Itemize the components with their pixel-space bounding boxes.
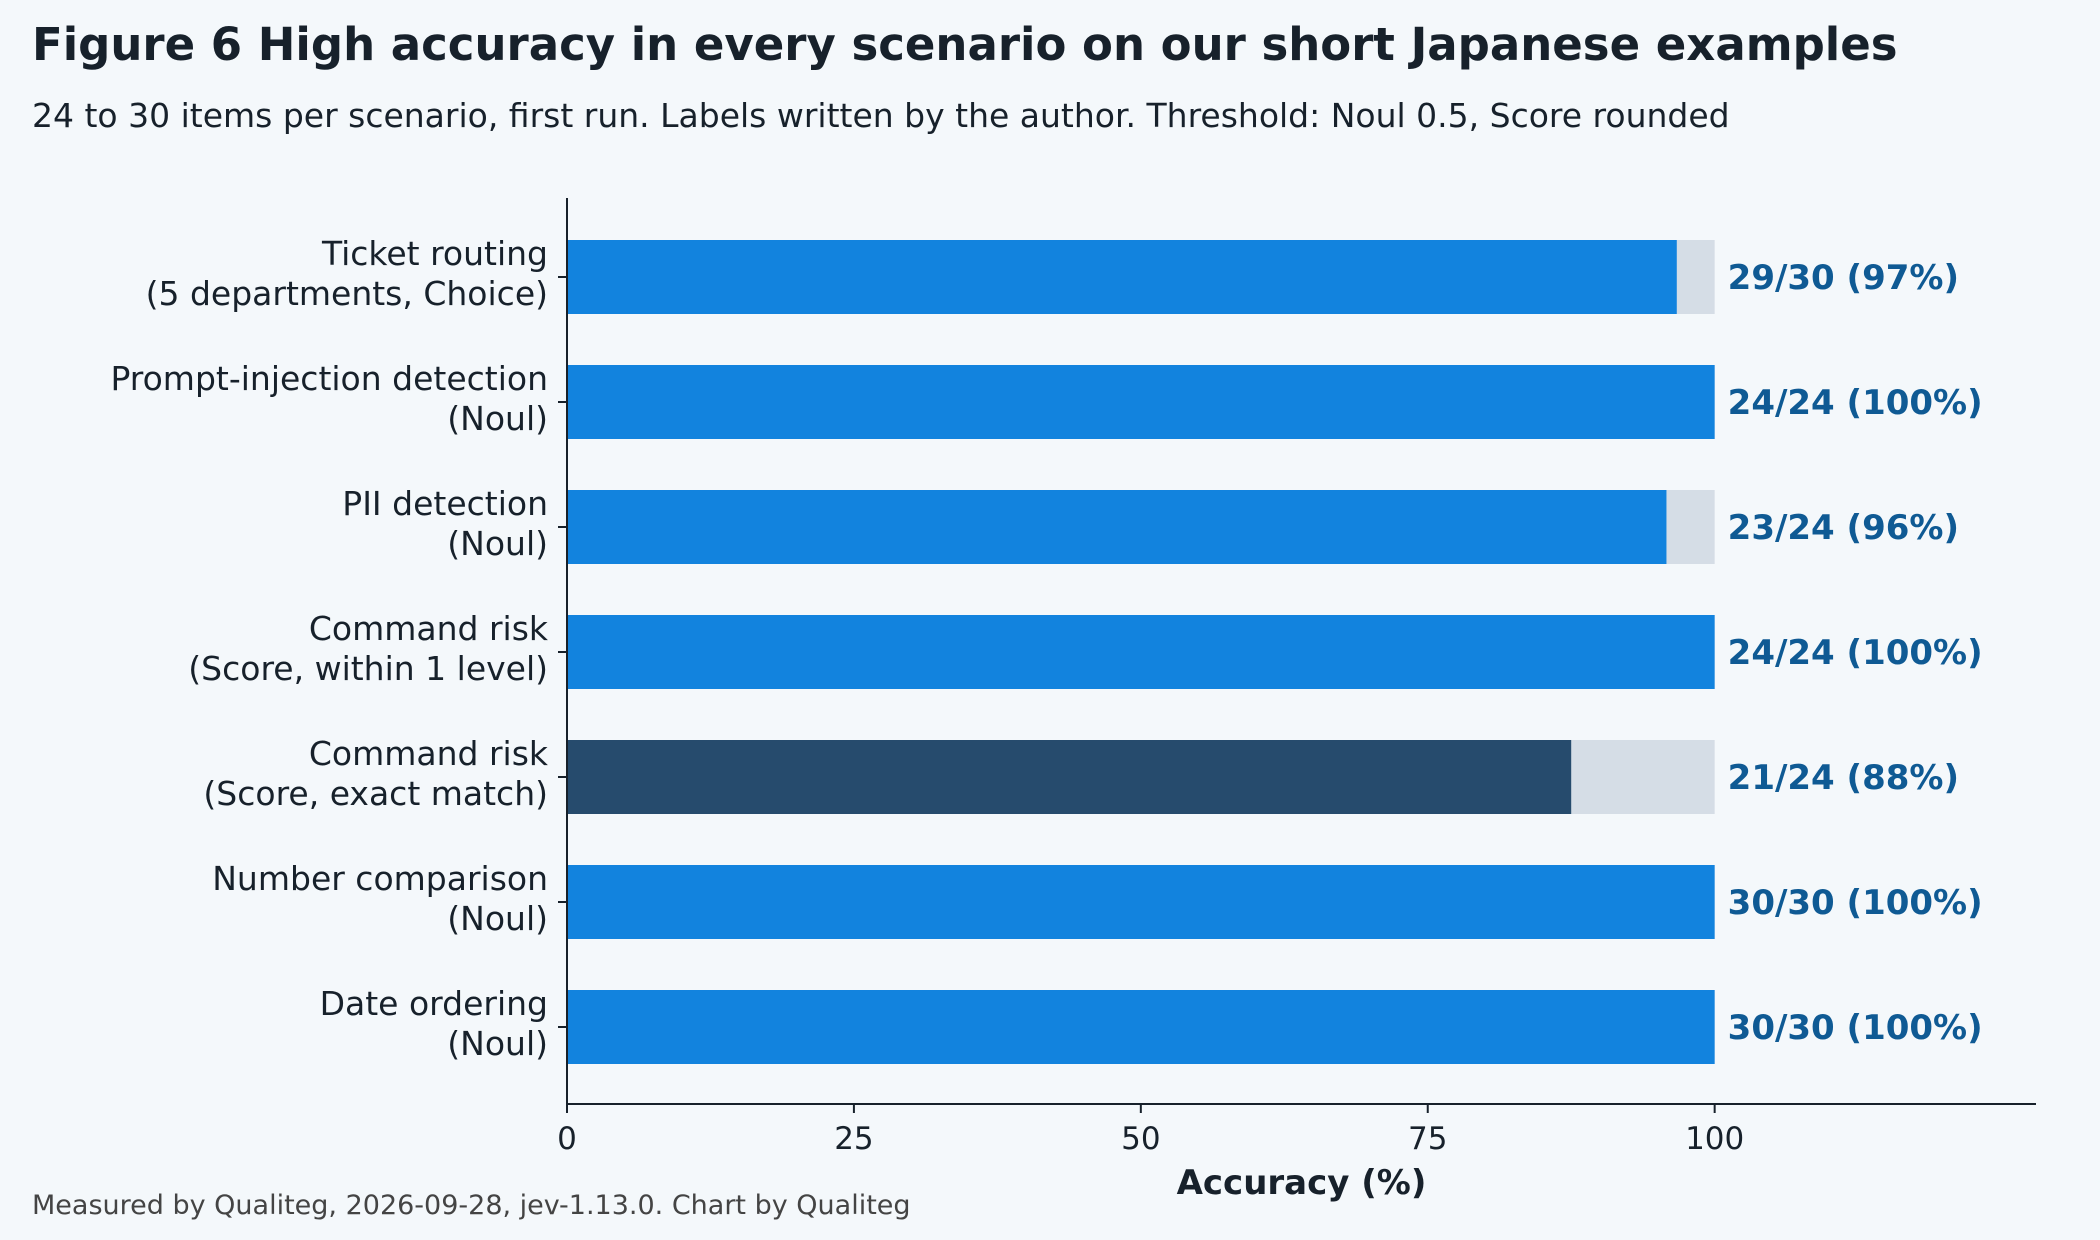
x-tick-label: 0 [557, 1121, 577, 1157]
x-axis-label: Accuracy (%) [1177, 1163, 1427, 1203]
bar-value-label: 29/30 (97%) [1728, 258, 1959, 298]
category-label: Command risk [309, 734, 549, 773]
bar-value-label: 21/24 (88%) [1728, 758, 1959, 798]
bar-value-label: 24/24 (100%) [1728, 633, 1983, 673]
x-tick-label: 100 [1685, 1121, 1744, 1157]
chart-footer: Measured by Qualiteg, 2026-09-28, jev-1.… [32, 1190, 911, 1221]
category-label: (Noul) [447, 899, 548, 938]
x-tick-label: 75 [1408, 1121, 1447, 1157]
bar-value-label: 23/24 (96%) [1728, 508, 1959, 548]
category-label: (Noul) [447, 1024, 548, 1063]
bar [567, 490, 1667, 564]
bar [567, 240, 1677, 314]
category-label: (5 departments, Choice) [146, 274, 548, 313]
chart-title: Figure 6 High accuracy in every scenario… [32, 18, 1898, 71]
x-tick-label: 25 [834, 1121, 873, 1157]
bar [567, 365, 1715, 439]
bar [567, 990, 1715, 1064]
category-label: Ticket routing [321, 234, 548, 273]
bar [567, 865, 1715, 939]
category-label: Number comparison [212, 859, 548, 898]
category-label: PII detection [342, 484, 548, 523]
category-label: (Noul) [447, 524, 548, 563]
bar-value-label: 30/30 (100%) [1728, 1008, 1983, 1048]
chart-subtitle: 24 to 30 items per scenario, first run. … [32, 96, 1730, 135]
bar [567, 740, 1572, 814]
category-label: (Noul) [447, 399, 548, 438]
category-label: Date ordering [320, 984, 548, 1023]
bar-value-label: 30/30 (100%) [1728, 883, 1983, 923]
bar [567, 615, 1715, 689]
x-tick-label: 50 [1121, 1121, 1160, 1157]
category-label: Command risk [309, 609, 549, 648]
category-label: Prompt-injection detection [110, 359, 548, 398]
bar-value-label: 24/24 (100%) [1728, 383, 1983, 423]
category-label: (Score, exact match) [203, 774, 548, 813]
category-label: (Score, within 1 level) [188, 649, 548, 688]
